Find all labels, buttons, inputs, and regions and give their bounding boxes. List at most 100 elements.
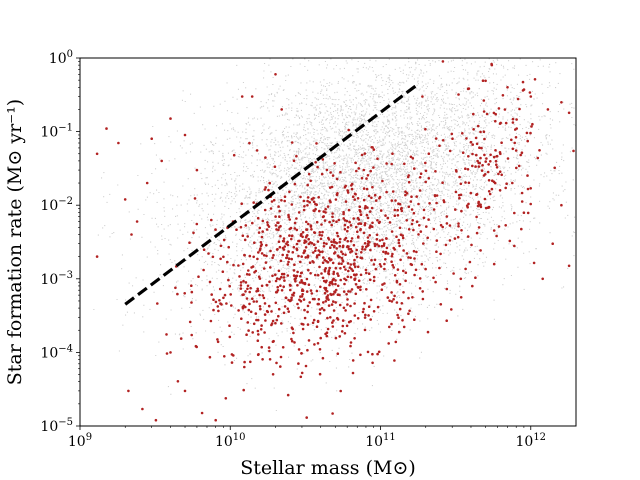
galaxy-point xyxy=(325,260,328,263)
galaxy-point xyxy=(350,250,354,253)
galaxy-point xyxy=(274,279,278,283)
galaxy-point xyxy=(279,224,282,228)
galaxy-point xyxy=(279,355,283,359)
galaxy-point xyxy=(328,281,332,284)
galaxy-point xyxy=(346,229,349,233)
galaxy-point xyxy=(245,273,249,276)
galaxy-point xyxy=(190,301,193,304)
galaxy-point xyxy=(367,314,370,317)
galaxy-point xyxy=(290,326,294,330)
galaxy-point xyxy=(322,301,325,304)
galaxy-point xyxy=(494,149,497,152)
galaxy-point xyxy=(472,112,475,116)
galaxy-point xyxy=(367,272,371,276)
galaxy-point xyxy=(341,252,345,256)
galaxy-point xyxy=(427,218,430,221)
galaxy-point xyxy=(435,250,438,253)
galaxy-point xyxy=(346,298,349,301)
galaxy-point xyxy=(292,159,296,162)
galaxy-point xyxy=(331,412,334,415)
galaxy-point xyxy=(378,197,381,200)
galaxy-point xyxy=(329,171,332,174)
galaxy-point xyxy=(332,277,335,281)
galaxy-point xyxy=(344,278,348,282)
galaxy-point xyxy=(397,316,400,320)
galaxy-point xyxy=(341,244,345,248)
galaxy-point xyxy=(362,307,365,311)
galaxy-point xyxy=(343,282,346,286)
galaxy-point xyxy=(487,179,491,182)
galaxy-point xyxy=(327,270,331,273)
galaxy-point xyxy=(391,252,394,256)
galaxy-point xyxy=(365,271,368,275)
galaxy-point xyxy=(480,169,484,172)
galaxy-point xyxy=(475,231,479,235)
galaxy-point xyxy=(374,267,378,271)
galaxy-point xyxy=(340,330,344,333)
galaxy-point xyxy=(356,230,359,234)
galaxy-point xyxy=(210,218,213,222)
galaxy-point xyxy=(363,328,367,332)
galaxy-point xyxy=(407,228,411,231)
galaxy-point xyxy=(424,267,427,271)
galaxy-point xyxy=(511,147,515,151)
galaxy-point xyxy=(324,267,328,270)
galaxy-point xyxy=(376,305,380,309)
galaxy-point xyxy=(481,164,484,167)
galaxy-point xyxy=(188,320,192,324)
galaxy-point xyxy=(240,95,244,98)
galaxy-point xyxy=(335,220,338,223)
galaxy-point xyxy=(329,292,332,296)
galaxy-point xyxy=(318,231,322,234)
galaxy-point xyxy=(521,80,525,84)
galaxy-point xyxy=(246,287,249,291)
galaxy-point xyxy=(376,157,379,160)
galaxy-point xyxy=(530,125,533,128)
galaxy-point xyxy=(308,261,312,265)
galaxy-point xyxy=(441,225,445,229)
galaxy-point xyxy=(256,329,260,333)
galaxy-point xyxy=(346,189,350,192)
galaxy-point xyxy=(317,196,321,199)
galaxy-point xyxy=(407,180,411,184)
galaxy-point xyxy=(283,245,287,248)
galaxy-point xyxy=(271,256,274,260)
galaxy-point xyxy=(334,282,337,286)
galaxy-point xyxy=(290,257,294,261)
galaxy-point xyxy=(267,188,270,192)
galaxy-point xyxy=(285,253,289,257)
galaxy-point xyxy=(288,190,291,194)
galaxy-point xyxy=(272,253,275,257)
galaxy-point xyxy=(398,226,402,230)
galaxy-point xyxy=(197,275,200,279)
galaxy-point xyxy=(360,251,363,254)
galaxy-point xyxy=(346,262,350,265)
galaxy-point xyxy=(477,200,481,204)
galaxy-point xyxy=(252,300,256,303)
galaxy-point xyxy=(427,152,431,155)
galaxy-point xyxy=(282,272,286,276)
galaxy-point xyxy=(318,308,322,311)
galaxy-point xyxy=(398,283,402,286)
galaxy-point xyxy=(256,339,260,343)
galaxy-point xyxy=(195,222,199,226)
galaxy-point xyxy=(239,287,243,290)
galaxy-point xyxy=(334,336,338,340)
galaxy-point xyxy=(359,288,362,292)
galaxy-point xyxy=(328,199,332,202)
galaxy-point xyxy=(337,218,341,222)
galaxy-point xyxy=(503,108,507,111)
galaxy-point xyxy=(417,202,420,206)
galaxy-point xyxy=(487,190,491,193)
galaxy-point xyxy=(393,359,396,362)
galaxy-point xyxy=(251,221,254,225)
galaxy-point xyxy=(439,303,443,306)
galaxy-point xyxy=(471,152,474,156)
galaxy-point xyxy=(272,339,275,343)
galaxy-point xyxy=(246,284,250,288)
galaxy-point xyxy=(365,187,369,191)
galaxy-point xyxy=(323,291,327,295)
galaxy-point xyxy=(268,358,272,361)
galaxy-point xyxy=(395,235,398,238)
galaxy-point xyxy=(382,242,386,245)
